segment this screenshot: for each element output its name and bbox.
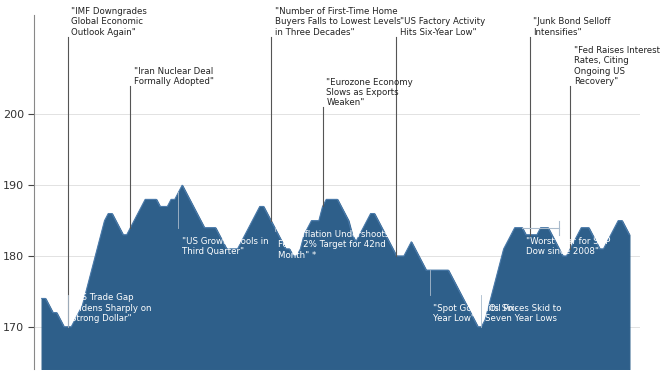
- Text: "US Inflation Undershoots
Fed's 2% Target for 42nd
Month" *: "US Inflation Undershoots Fed's 2% Targe…: [278, 230, 390, 260]
- Text: "Junk Bond Selloff
Intensifies": "Junk Bond Selloff Intensifies": [533, 17, 611, 36]
- Text: "US Growth Cools in
Third Quarter": "US Growth Cools in Third Quarter": [182, 237, 269, 256]
- Text: "US Factory Activity
Hits Six-Year Low": "US Factory Activity Hits Six-Year Low": [400, 17, 485, 36]
- Text: "Oil Prices Skid to
Seven Year Lows: "Oil Prices Skid to Seven Year Lows: [485, 304, 562, 323]
- Text: "Worst Year for S&P
Dow since 2008": "Worst Year for S&P Dow since 2008": [526, 237, 610, 256]
- Text: "IMF Downgrades
Global Economic
Outlook Again": "IMF Downgrades Global Economic Outlook …: [71, 7, 147, 36]
- Text: "Iran Nuclear Deal
Formally Adopted": "Iran Nuclear Deal Formally Adopted": [134, 67, 214, 86]
- Text: "Number of First-Time Home
Buyers Falls to Lowest Levels
in Three Decades": "Number of First-Time Home Buyers Falls …: [275, 7, 401, 36]
- Text: "Fed Raises Interest
Rates, Citing
Ongoing US
Recovery": "Fed Raises Interest Rates, Citing Ongoi…: [574, 46, 660, 86]
- Text: "Spot Gold Hits Six-
Year Low": "Spot Gold Hits Six- Year Low": [433, 304, 518, 323]
- Text: "US Trade Gap
Widens Sharply on
Strong Dollar": "US Trade Gap Widens Sharply on Strong D…: [71, 294, 152, 323]
- Text: "Eurozone Economy
Slows as Exports
Weaken": "Eurozone Economy Slows as Exports Weake…: [327, 78, 413, 108]
